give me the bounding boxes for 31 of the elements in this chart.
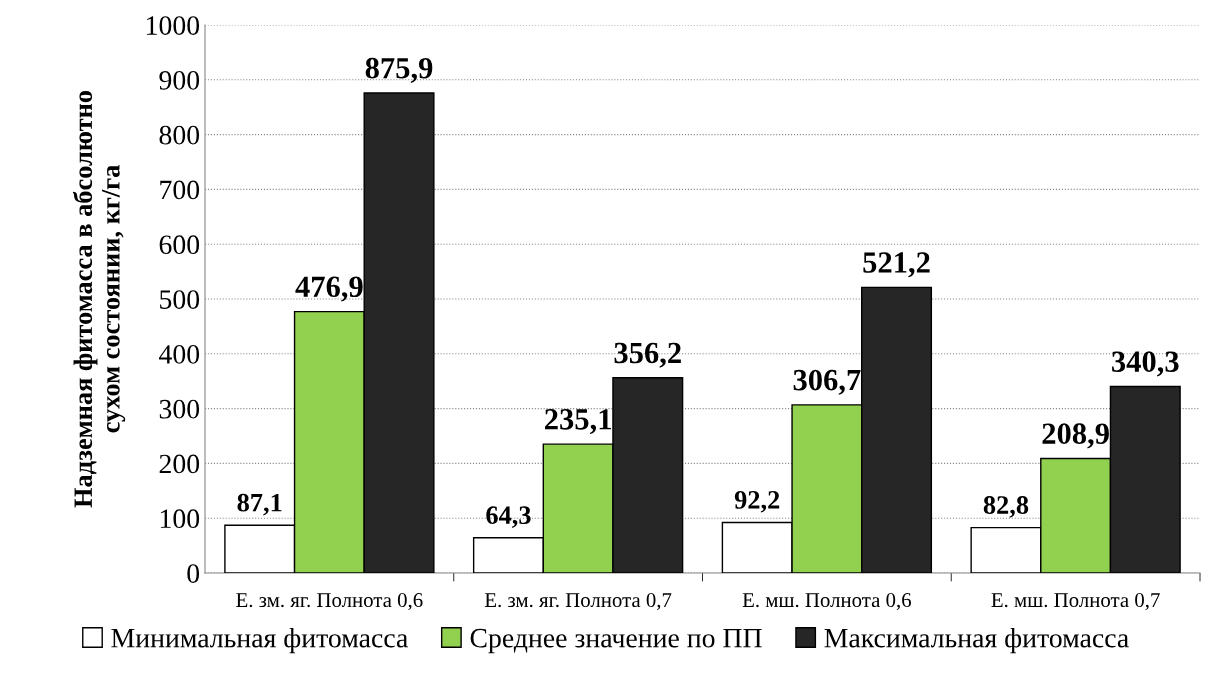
legend-label: Максимальная фитомасса <box>824 627 1129 654</box>
y-tick-label: 800 <box>159 125 200 145</box>
y-axis-title: Надземная фитомасса в абсолютно сухом состоянии, кг/га <box>72 91 126 508</box>
data-label: 340,3 <box>1112 351 1179 377</box>
data-label: 521,2 <box>863 252 930 278</box>
y-tick-label: 0 <box>187 564 200 583</box>
legend-label: Минимальная фитомасса <box>111 627 408 654</box>
x-tick-label: Е. мш. Полнота 0,6 <box>742 593 911 611</box>
data-label: 87,1 <box>237 493 282 516</box>
x-tick-label: Е. мш. Полнота 0,7 <box>991 593 1160 611</box>
data-label: 64,3 <box>486 506 531 528</box>
y-tick-label: 100 <box>160 509 200 529</box>
y-tick-label: 500 <box>160 290 200 309</box>
data-label: 208,9 <box>1042 423 1109 449</box>
data-label: 356,2 <box>614 342 681 368</box>
y-tick-label: 600 <box>159 235 200 255</box>
data-label: 235,1 <box>545 409 611 435</box>
y-tick-label: 200 <box>159 454 200 474</box>
data-label: 476,9 <box>295 276 363 302</box>
data-label: 875,9 <box>365 57 433 83</box>
data-label: 306,7 <box>793 369 861 395</box>
y-tick-label: 1000 <box>147 16 200 35</box>
y-tick-label: 700 <box>160 180 200 200</box>
x-tick-label: Е. зм. яг. Полнота 0,6 <box>236 593 423 611</box>
data-label: 82,8 <box>983 496 1029 518</box>
y-tick-label: 400 <box>159 344 200 364</box>
x-tick-label: Е. зм. яг. Полнота 0,7 <box>484 593 672 611</box>
data-label: 92,2 <box>734 491 780 513</box>
y-tick-label: 300 <box>159 399 200 419</box>
legend-label: Среднее значение по ПП <box>470 628 762 654</box>
y-tick-label: 900 <box>159 70 200 90</box>
